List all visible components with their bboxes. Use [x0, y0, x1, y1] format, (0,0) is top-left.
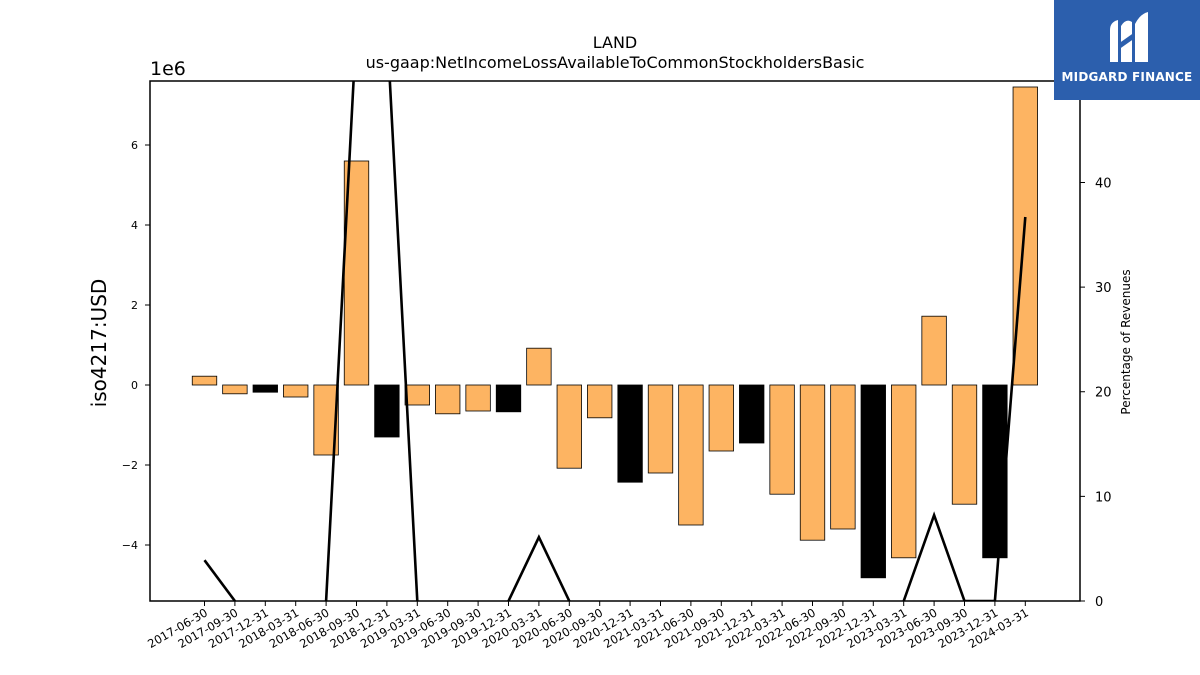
plot-frame	[149, 80, 1081, 602]
bar-2020-03-31	[526, 347, 552, 386]
bar-2022-12-31	[860, 384, 886, 579]
y-tick-label: −4	[122, 539, 138, 552]
logo-text: MIDGARD FINANCE	[1061, 70, 1193, 84]
bar-2023-12-31	[982, 384, 1008, 559]
bar-2021-09-30	[708, 384, 734, 452]
midgard-logo-icon	[1110, 12, 1148, 63]
chart-title: LAND	[593, 33, 638, 52]
y2-tick-label: 20	[1095, 386, 1112, 401]
y2-tick-label: 10	[1095, 490, 1112, 505]
bar-2023-03-31	[891, 384, 917, 559]
y2-tick-label: 30	[1095, 281, 1112, 296]
bar-2018-03-31	[283, 384, 309, 398]
percentage-line-segment	[507, 534, 571, 601]
y-tick-label: 6	[131, 139, 138, 152]
bar-2023-09-30	[951, 384, 978, 505]
percentage-line-segment	[324, 81, 419, 601]
bar-2020-09-30	[587, 384, 613, 419]
bar-2023-06-30	[921, 315, 947, 386]
y2-axis-label: Percentage of Revenues	[1119, 269, 1133, 414]
bar-2021-12-31	[739, 384, 765, 444]
midgard-logo: MIDGARD FINANCE	[1054, 0, 1200, 100]
percentage-line-segment	[902, 216, 1027, 601]
bar-2019-06-30	[435, 384, 461, 415]
y-axis-label: iso4217:USD	[87, 279, 111, 408]
chart-subtitle: us-gaap:NetIncomeLossAvailableToCommonSt…	[366, 53, 865, 72]
bar-2021-06-30	[678, 384, 704, 526]
y-tick-label: 4	[131, 219, 138, 232]
y-tick-label: 2	[131, 299, 138, 312]
percentage-line-segment	[203, 559, 236, 601]
y-tick-label: 0	[131, 379, 138, 392]
bar-2017-06-30	[191, 375, 218, 386]
bar-2018-12-31	[374, 384, 400, 438]
bar-2017-09-30	[222, 384, 248, 395]
bar-2019-03-31	[404, 384, 430, 406]
bar-2021-03-31	[647, 384, 674, 474]
bar-2019-09-30	[465, 384, 491, 412]
y2-tick-label: 0	[1095, 595, 1103, 610]
bar-2019-12-31	[495, 384, 522, 413]
bar-2022-09-30	[830, 384, 856, 530]
bar-2017-12-31	[252, 384, 278, 393]
y2-tick-label: 40	[1095, 176, 1112, 191]
bar-2022-03-31	[769, 384, 795, 495]
bar-2022-06-30	[799, 384, 826, 541]
y-tick-label: −2	[122, 459, 138, 472]
bar-2020-06-30	[556, 384, 582, 469]
y-multiplier-label: 1e6	[150, 58, 186, 80]
bar-2020-12-31	[617, 384, 643, 483]
